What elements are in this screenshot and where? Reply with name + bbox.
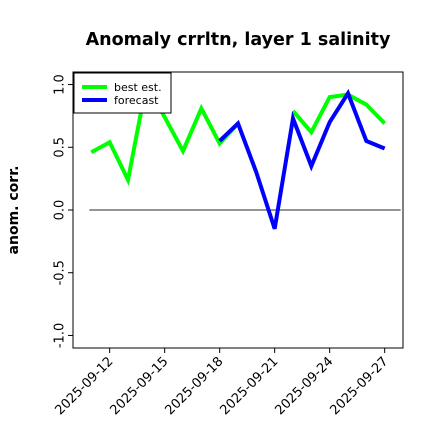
- series-line-forecast-0: [218, 88, 386, 230]
- y-axis-label: anom. corr.: [6, 166, 22, 255]
- x-tick-label: 2025-09-15: [107, 354, 171, 418]
- x-tick-label: 2025-09-27: [327, 354, 391, 418]
- series-group: [90, 78, 387, 230]
- y-tick-label: 1.0: [53, 74, 68, 95]
- y-tick-label: 0.0: [53, 200, 68, 221]
- legend-label: best est.: [114, 81, 162, 94]
- chart-title: Anomaly crrltn, layer 1 salinity: [86, 30, 391, 50]
- x-tick-label: 2025-09-21: [217, 354, 281, 418]
- series-line-best-est-0: [90, 78, 240, 187]
- legend: best est.forecast: [73, 72, 172, 114]
- x-tick-label: 2025-09-18: [162, 354, 226, 418]
- y-tick-label: -0.5: [53, 260, 68, 285]
- legend-box: [73, 72, 172, 114]
- y-tick-label: -1.0: [53, 323, 68, 348]
- series-line-best-est-1: [291, 92, 387, 136]
- legend-label: forecast: [114, 94, 159, 107]
- x-ticks: 2025-09-122025-09-152025-09-182025-09-21…: [52, 348, 391, 418]
- y-tick-label: 0.5: [53, 137, 68, 158]
- x-tick-label: 2025-09-12: [52, 354, 116, 418]
- x-tick-label: 2025-09-24: [272, 354, 336, 418]
- y-ticks: -1.0 -0.5 0.0 0.5 1.0: [53, 74, 73, 348]
